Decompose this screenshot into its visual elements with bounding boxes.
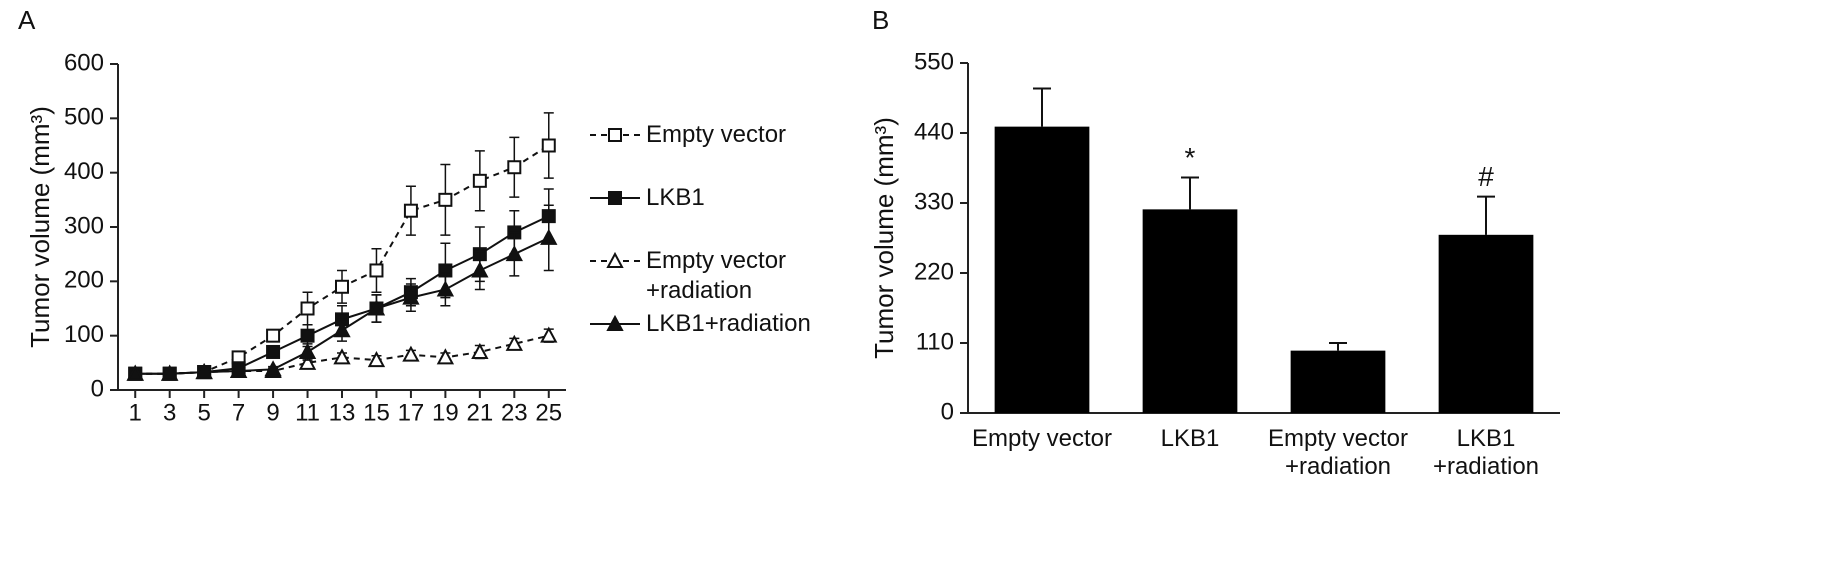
y-tick-label: 0 — [941, 398, 954, 425]
marker — [367, 351, 386, 368]
x-tick-label: 3 — [163, 399, 176, 426]
marker — [266, 344, 281, 359]
marker — [471, 342, 489, 359]
marker — [402, 288, 420, 305]
x-tick-label: 17 — [398, 399, 425, 426]
marker — [606, 314, 624, 331]
x-tick-label: 19 — [432, 399, 459, 426]
marker — [541, 138, 556, 153]
y-tick-label: 200 — [64, 267, 104, 294]
marker — [436, 280, 455, 297]
bar — [994, 126, 1090, 414]
x-tick-label: 9 — [266, 399, 279, 426]
x-tick-label: 11 — [295, 399, 320, 426]
marker — [367, 299, 386, 316]
marker — [402, 345, 420, 362]
y-axis-label: Tumor volume (mm³) — [869, 117, 899, 359]
x-tick-label: 21 — [466, 399, 493, 426]
marker — [333, 348, 351, 365]
marker — [438, 192, 453, 207]
marker — [161, 364, 179, 381]
marker — [608, 191, 622, 205]
marker — [266, 328, 281, 343]
marker — [298, 342, 317, 359]
panel-label: B — [872, 5, 889, 35]
marker — [471, 261, 489, 278]
x-tick-label: LKB1 +radiation — [1432, 425, 1540, 480]
x-tick-label: 1 — [129, 399, 142, 426]
legend-label: LKB1+radiation — [646, 310, 811, 337]
y-tick-label: 220 — [914, 258, 954, 285]
x-tick-label: 7 — [232, 399, 245, 426]
y-tick-label: 400 — [64, 158, 104, 185]
error-bar — [1033, 87, 1051, 127]
bar — [1290, 350, 1386, 413]
y-tick-label: 330 — [914, 188, 954, 215]
y-tick-label: 500 — [64, 104, 104, 131]
marker — [403, 203, 418, 218]
y-axis-label: Tumor volume (mm³) — [25, 106, 55, 348]
marker — [195, 362, 213, 380]
x-tick-label: 13 — [329, 399, 356, 426]
marker — [369, 263, 384, 278]
marker — [335, 279, 349, 294]
marker — [333, 321, 351, 338]
marker — [126, 364, 144, 381]
x-tick-label: 15 — [363, 399, 390, 426]
x-tick-label: LKB1 — [1160, 425, 1220, 452]
x-tick-label: 25 — [535, 399, 562, 426]
marker — [505, 334, 523, 351]
significance-mark: # — [1478, 161, 1494, 192]
marker — [540, 326, 558, 343]
x-tick-label: Empty vector — [971, 425, 1113, 452]
marker — [540, 228, 558, 245]
y-tick-label: 600 — [64, 49, 104, 76]
marker — [264, 360, 282, 377]
marker — [606, 251, 624, 268]
marker — [608, 128, 622, 142]
error-bar — [1181, 176, 1199, 210]
marker — [298, 353, 317, 370]
y-tick-label: 100 — [64, 321, 104, 348]
y-tick-label: 300 — [64, 212, 104, 239]
bar — [1438, 234, 1534, 413]
legend-label: LKB1 — [646, 184, 705, 211]
bar — [1142, 209, 1238, 413]
significance-mark: * — [1185, 142, 1196, 173]
x-tick-label: 5 — [197, 399, 210, 426]
panel-label: A — [18, 5, 36, 35]
legend-label: Empty vector — [646, 121, 787, 148]
marker — [507, 160, 522, 175]
x-tick-label: 23 — [501, 399, 528, 426]
marker — [505, 245, 523, 262]
error-bar — [1329, 342, 1347, 351]
legend-label: Empty vector +radiation — [646, 247, 787, 304]
y-tick-label: 440 — [914, 118, 954, 145]
y-tick-label: 550 — [914, 48, 954, 75]
marker — [300, 301, 315, 316]
y-tick-label: 110 — [916, 328, 954, 355]
error-bar — [1477, 195, 1495, 235]
y-tick-label: 0 — [91, 375, 104, 402]
marker — [300, 328, 315, 343]
marker — [472, 173, 487, 188]
marker — [436, 348, 455, 365]
marker — [229, 361, 248, 378]
x-tick-label: Empty vector +radiation — [1267, 425, 1409, 480]
